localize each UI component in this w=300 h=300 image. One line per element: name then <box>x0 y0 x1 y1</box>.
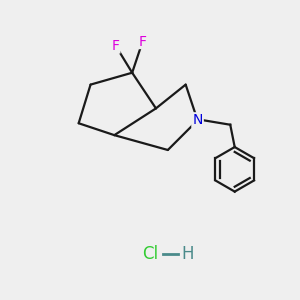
Text: N: N <box>192 113 203 127</box>
Text: F: F <box>112 39 120 53</box>
Text: Cl: Cl <box>142 245 158 263</box>
Text: F: F <box>139 34 147 49</box>
Text: H: H <box>181 245 194 263</box>
